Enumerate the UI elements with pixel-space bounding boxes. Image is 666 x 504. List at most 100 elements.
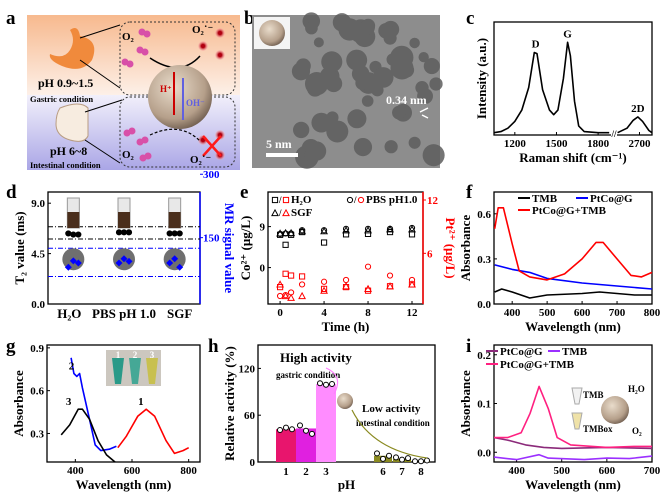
data-point-circle — [418, 458, 424, 465]
data-point-square — [408, 231, 416, 238]
bar — [316, 384, 336, 462]
data-point-circle — [357, 196, 365, 204]
x-tick-label: 500 — [553, 465, 570, 477]
tem-particle — [361, 95, 374, 107]
data-point-circle — [70, 231, 77, 238]
x-axis-label: Time (h) — [322, 319, 370, 334]
x-category-label: H₂O — [57, 306, 81, 321]
data-point-circle — [323, 381, 329, 388]
y2-tick-label: 150 — [203, 233, 220, 245]
data-point-circle — [346, 196, 354, 204]
y-axis-label: Intensity (a.u.) — [474, 38, 489, 119]
annotation-intestinal: intestinal condition — [356, 418, 430, 428]
data-point-triangle — [364, 284, 372, 292]
series-line — [494, 385, 652, 449]
data-point-circle — [283, 424, 289, 431]
data-point-triangle — [271, 208, 279, 217]
data-point-circle — [176, 230, 183, 237]
lattice-spacing-label: 0.34 nm — [386, 93, 427, 107]
tem-particle — [353, 137, 373, 157]
curve-label: 2 — [69, 361, 75, 373]
tem-particle — [293, 121, 310, 139]
data-point-circle — [297, 422, 303, 429]
axis-break-icon: // — [610, 129, 617, 139]
tem-particle — [408, 136, 421, 149]
x-tick-label: 1800 — [587, 138, 610, 150]
data-point-circle — [424, 457, 430, 464]
data-point-circle — [393, 454, 399, 461]
tube-label: 3 — [150, 350, 155, 360]
x-tick-label: 8 — [418, 466, 424, 478]
y-tick-label: 60 — [244, 410, 256, 422]
tem-particle — [390, 56, 414, 80]
x-tick-label: 400 — [508, 465, 525, 477]
plot-frame — [257, 344, 436, 463]
data-point-diamond — [64, 263, 72, 271]
data-point-triangle — [342, 226, 350, 234]
tem-particle — [291, 62, 311, 81]
tem-particle — [313, 37, 324, 48]
series-line — [494, 264, 653, 290]
scale-bar — [266, 153, 298, 157]
x-category-label: PBS pH 1.0 — [92, 306, 156, 321]
inset-label-o2: O₂ — [632, 426, 642, 436]
peak-label: D — [532, 39, 540, 51]
data-point-diamond — [176, 263, 184, 271]
panel-label-c: c — [466, 8, 474, 29]
blocked-reaction-arrow — [149, 128, 201, 142]
data-point-square — [271, 196, 279, 204]
y-tick-label: 9 — [260, 222, 266, 234]
chart-panel-e: 0 4 8 12 0 9 6 12 Pt²⁺ (μg/L) Time (h) Co²⁺ (μg/L)… — [238, 191, 458, 334]
legend-separator: / — [353, 195, 357, 205]
x-tick-label: 600 — [574, 307, 591, 319]
panel-label-d: d — [6, 182, 17, 203]
panel-label-e: e — [240, 182, 248, 203]
tube-label: 2 — [133, 350, 138, 360]
x-tick-label: 7 — [399, 466, 405, 478]
chart-panel-i: 400 500 600 700 0.0 0.1 0.2 Wavelength (nm) Abso… — [458, 344, 661, 492]
bar — [296, 428, 316, 462]
data-point-triangle — [281, 291, 290, 300]
data-point-square — [282, 241, 289, 248]
tem-particle — [378, 22, 394, 39]
data-point-circle — [171, 230, 178, 237]
data-point-circle — [386, 272, 394, 279]
x-tick-label: 12 — [407, 307, 419, 319]
y-tick-label: 4.5 — [31, 249, 45, 261]
legend-separator: / — [278, 195, 282, 205]
vial-suspension — [118, 212, 130, 228]
y-tick-label: 0.2 — [477, 350, 491, 362]
data-point-circle — [298, 281, 306, 288]
data-point-circle — [408, 276, 416, 284]
tem-particle — [392, 105, 406, 120]
nanoparticle-icon — [259, 20, 285, 46]
y2-axis-label: MR signal value — [222, 203, 237, 294]
arrow-line — [79, 59, 121, 89]
data-point-diamond — [74, 259, 82, 267]
tem-particle — [321, 51, 343, 73]
x-axis-label: Wavelength (nm) — [525, 319, 621, 334]
y-tick-label: 0.3 — [477, 254, 491, 266]
data-point-triangle — [408, 225, 416, 233]
x-tick-label: 600 — [599, 465, 616, 477]
panel-label-g: g — [6, 336, 16, 357]
y-axis-label: Absorbance — [458, 370, 473, 437]
data-point-triangle — [287, 228, 296, 237]
x-axis-label: pH — [338, 477, 355, 492]
superoxide-label: O₂˙⁻ — [192, 24, 214, 36]
data-point-square — [287, 272, 295, 279]
gastric-reaction-box — [119, 21, 236, 96]
chart-panel-h: 1 2 3 6 7 8 0 60 120 pH Relative activity (%) High … — [222, 344, 436, 492]
tem-particle — [429, 77, 443, 91]
x-tick-label: 2700 — [628, 138, 651, 150]
x-tick-label: 2 — [303, 466, 309, 478]
y2-tick-label: 300 — [203, 169, 220, 181]
x-tick-label: 600 — [124, 465, 141, 477]
x-category-label: SGF — [167, 306, 192, 321]
y-tick-label: 0 — [250, 457, 256, 469]
y-tick-label: 0.0 — [477, 299, 491, 311]
tem-nanoparticles — [291, 12, 445, 169]
series-line — [493, 207, 653, 281]
